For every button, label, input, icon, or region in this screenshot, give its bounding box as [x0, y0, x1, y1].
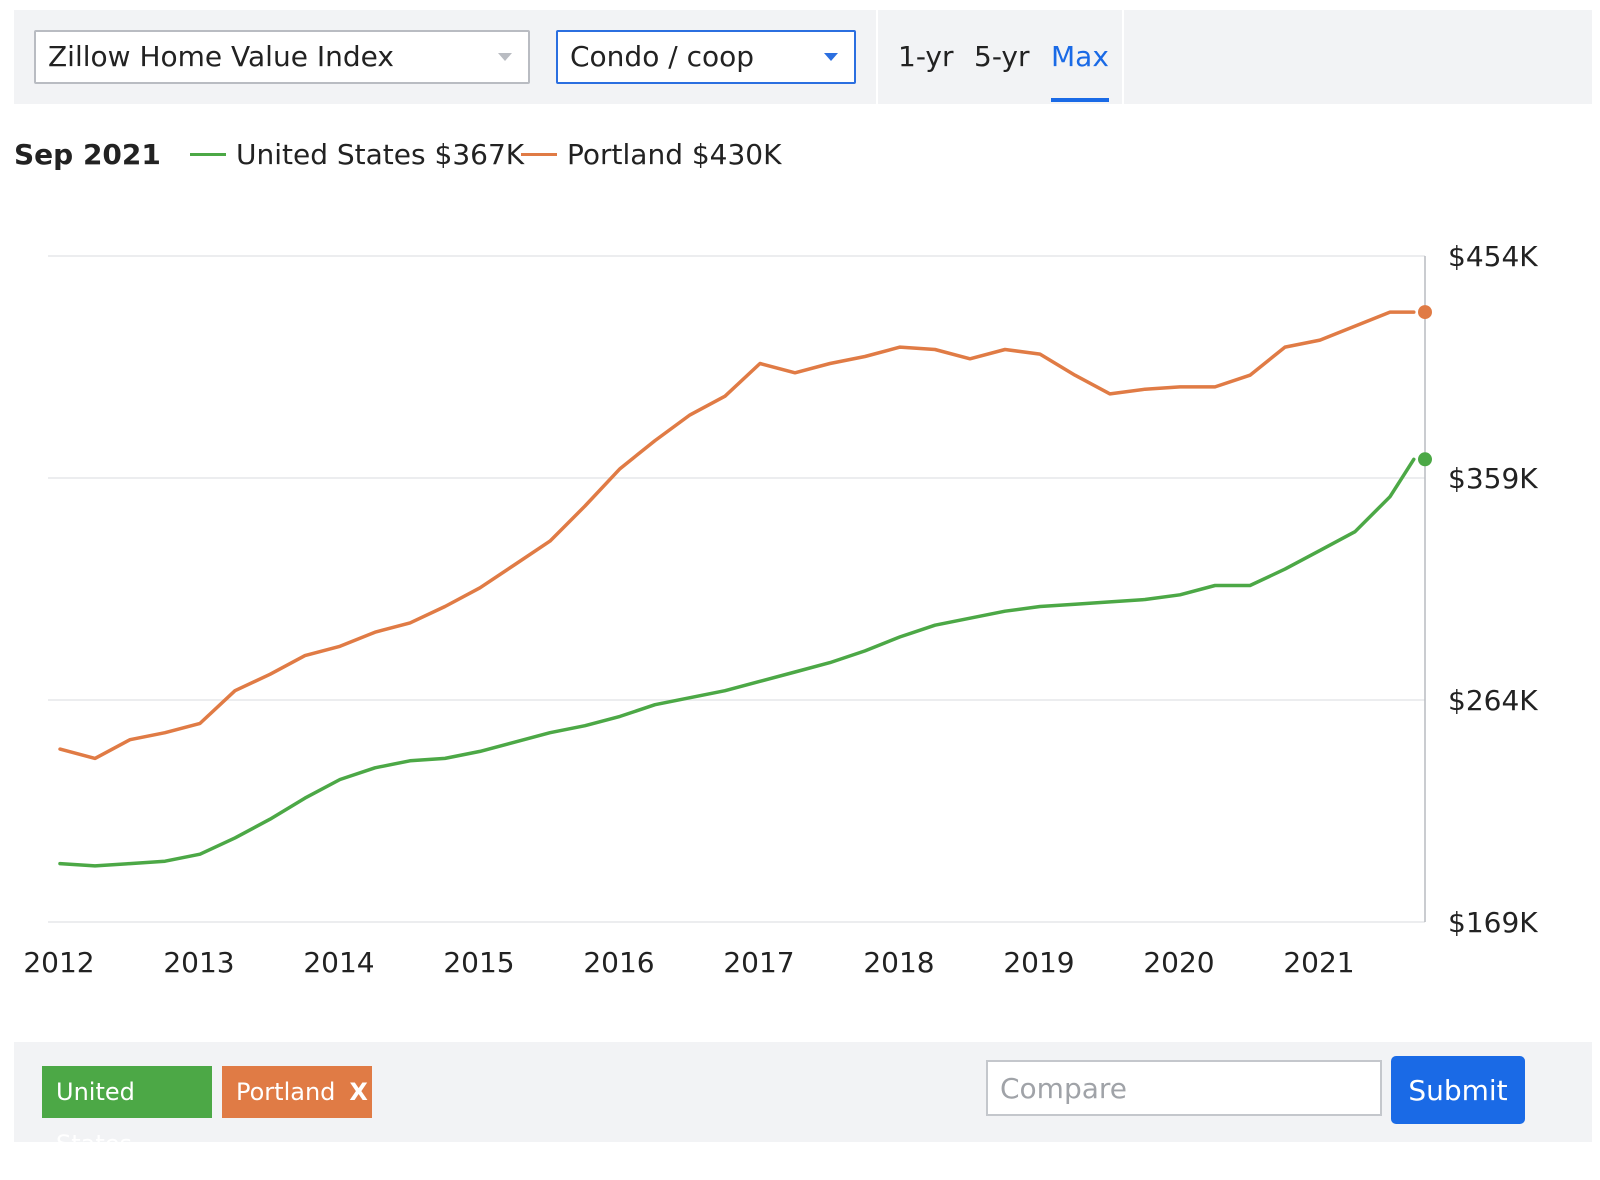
- y-tick-label: $264K: [1448, 684, 1538, 717]
- chart-toolbar: Zillow Home Value Index Condo / coop 1-y…: [14, 10, 1592, 104]
- range-5yr-button[interactable]: 5-yr: [974, 40, 1030, 73]
- series-line-united-states: [58, 457, 1416, 868]
- chip-portland: Portland X: [222, 1066, 372, 1118]
- x-tick-label: 2012: [23, 946, 94, 979]
- x-tick-label: 2015: [443, 946, 514, 979]
- series-line-portland: [58, 310, 1416, 761]
- legend-label-portland: Portland $430K: [567, 138, 782, 171]
- x-tick-label: 2014: [303, 946, 374, 979]
- metric-select[interactable]: Zillow Home Value Index: [34, 30, 530, 84]
- legend-swatch: [521, 152, 557, 156]
- range-1yr-button[interactable]: 1-yr: [898, 40, 954, 73]
- x-tick-label: 2013: [163, 946, 234, 979]
- x-tick-label: 2018: [863, 946, 934, 979]
- chip-label-united-states: United States: [56, 1078, 135, 1158]
- x-tick-label: 2017: [723, 946, 794, 979]
- legend-date: Sep 2021: [14, 138, 161, 171]
- series-endpoint-united-states: [1418, 452, 1432, 467]
- y-tick-label: $454K: [1448, 240, 1538, 273]
- home-type-select[interactable]: Condo / coop: [556, 30, 856, 84]
- range-max-button[interactable]: Max: [1051, 40, 1109, 102]
- home-type-select-value: Condo / coop: [570, 40, 754, 73]
- x-tick-label: 2019: [1003, 946, 1074, 979]
- legend-item-united-states: United States $367K: [190, 138, 524, 171]
- legend-swatch: [190, 152, 226, 156]
- line-chart: $169K $264K $359K $454K 2012 2013 2014 2015 2016…: [23, 240, 1538, 979]
- chip-united-states: United States: [42, 1066, 212, 1158]
- series-endpoint-portland: [1418, 305, 1432, 320]
- x-tick-label: 2021: [1283, 946, 1354, 979]
- chevron-down-icon: [498, 53, 512, 61]
- y-tick-label: $169K: [1448, 906, 1538, 939]
- time-range-group: 1-yr 5-yr Max: [876, 10, 1124, 104]
- metric-select-value: Zillow Home Value Index: [48, 40, 394, 73]
- x-tick-label: 2016: [583, 946, 654, 979]
- submit-button[interactable]: Submit: [1391, 1056, 1525, 1124]
- chevron-down-icon: [824, 53, 838, 61]
- chip-label-portland: Portland: [236, 1078, 336, 1106]
- legend-item-portland: Portland $430K: [521, 138, 781, 171]
- remove-portland-icon[interactable]: X: [349, 1078, 368, 1106]
- x-tick-label: 2020: [1143, 946, 1214, 979]
- legend-label-united-states: United States $367K: [236, 138, 525, 171]
- y-tick-label: $359K: [1448, 462, 1538, 495]
- compare-bar: United States Portland X Submit: [14, 1042, 1592, 1158]
- compare-input[interactable]: [986, 1060, 1382, 1116]
